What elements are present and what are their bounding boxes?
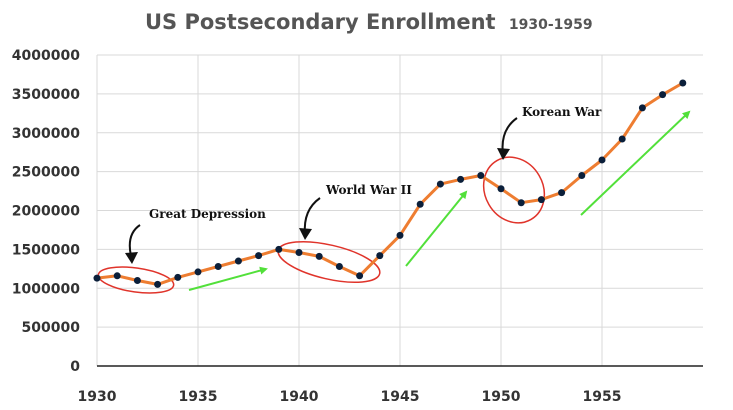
x-axis-ticks: 1930 1935 1940 1945 1950 1955 [78,389,622,405]
annotation-world-war-ii: World War II [325,183,412,197]
y-tick-label: 3500000 [12,87,80,103]
data-point [376,252,384,260]
grid [96,54,703,366]
data-point [457,175,465,183]
data-point [598,156,606,164]
x-tick-label: 1930 [78,389,117,405]
y-tick-label: 500000 [22,320,81,336]
data-points [93,79,687,288]
data-point [315,252,323,260]
pointer-arrow-head-great-depression [125,252,138,264]
y-tick-label: 1500000 [12,242,80,258]
data-point [396,231,404,239]
chart-title: US Postsecondary Enrollment 1930-1959 [145,10,593,34]
trend-arrow-1946 [405,190,468,267]
y-tick-label: 1000000 [12,281,80,297]
pointer-arrows [125,117,518,264]
data-point [335,262,343,270]
data-point [517,199,525,207]
data-point [234,257,242,265]
pointer-arrow-head-world-war-ii [299,228,312,240]
event-ellipses [97,156,546,294]
x-tick-label: 1935 [179,389,218,405]
data-point [497,185,505,193]
annotation-korean-war: Korean War [522,105,602,119]
trend-arrows [188,110,691,291]
data-point [93,274,101,282]
y-axis-ticks: 0 500000 1000000 1500000 2000000 2500000 30000… [12,48,80,375]
data-point [477,172,485,180]
y-tick-label: 2500000 [12,165,80,181]
data-point [214,262,222,270]
data-point [356,272,364,280]
annotation-great-depression: Great Depression [149,207,266,221]
data-point [113,272,121,280]
data-point [174,273,182,281]
data-point [194,268,202,276]
data-point [659,91,667,99]
chart-title-subtitle: 1930-1959 [509,17,593,33]
y-tick-label: 2000000 [12,204,80,220]
data-point [537,196,545,204]
pointer-arrow-world-war-ii [303,197,321,235]
data-point [618,135,626,143]
x-tick-label: 1940 [280,389,319,405]
chart-title-main: US Postsecondary Enrollment [145,10,496,34]
data-point [578,172,586,180]
data-point [436,180,444,188]
y-tick-label: 4000000 [12,48,80,64]
x-tick-label: 1950 [482,389,521,405]
data-point [679,79,687,87]
pointer-arrow-head-korean-war [497,148,510,160]
data-point [638,104,646,112]
y-tick-label: 3000000 [12,126,80,142]
data-point [416,200,424,208]
data-point [154,280,162,288]
trend-arrow-1935 [188,266,268,291]
ellipse-great-depression [97,266,175,294]
x-tick-label: 1945 [381,389,420,405]
trend-arrow-1955 [580,110,691,216]
data-point [558,189,566,197]
data-point [133,276,141,284]
data-point [255,252,263,260]
ellipse-korean-war [482,156,546,224]
y-tick-label: 0 [70,359,80,375]
x-tick-label: 1955 [583,389,622,405]
data-point [275,245,283,253]
data-point [295,248,303,256]
